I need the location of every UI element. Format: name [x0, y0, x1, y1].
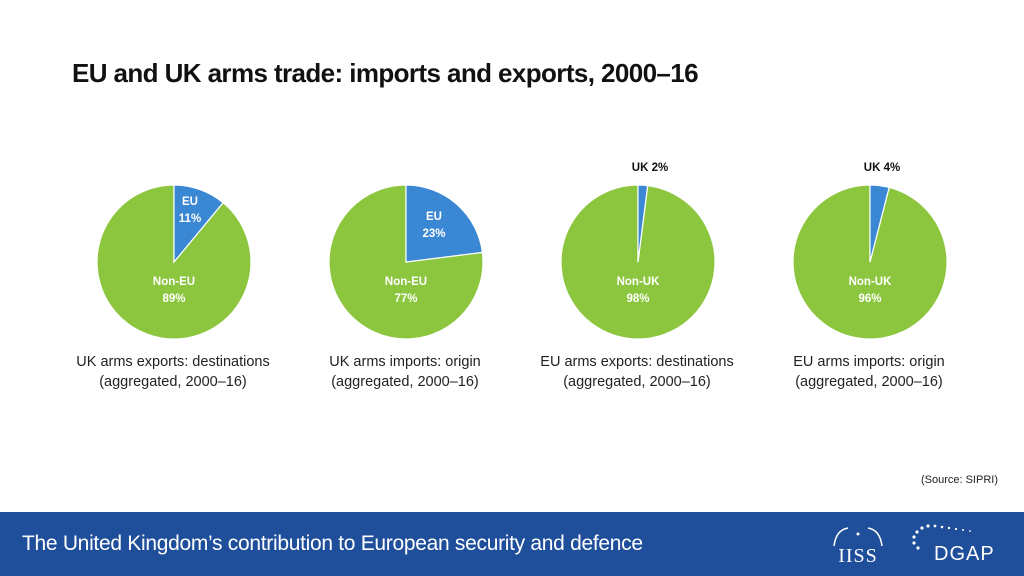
caption-1-line-1: UK arms exports: destinations	[76, 354, 270, 370]
caption-1: UK arms exports: destinations (aggregate…	[58, 352, 288, 392]
source-note: (Source: SIPRI)	[920, 474, 998, 486]
dgap-logo: DGAP	[908, 524, 1004, 568]
pie-3-label-non-uk-name: Non-UK	[617, 276, 660, 288]
caption-2-line-2: (aggregated, 2000–16)	[331, 374, 479, 390]
pie-2-label-non-eu-name: Non-EU	[385, 276, 427, 288]
pie-2-label-eu-name: EU	[426, 211, 442, 223]
iiss-logo-text: IISS	[838, 545, 878, 567]
footer-text: The United Kingdom’s contribution to Eur…	[22, 532, 643, 555]
pie-2-label-non-eu-value: 77%	[394, 293, 417, 305]
caption-2-line-1: UK arms imports: origin	[329, 354, 481, 370]
pie-1-label-non-eu-name: Non-EU	[153, 276, 195, 288]
chart-title: EU and UK arms trade: imports and export…	[72, 58, 699, 88]
pie-1-label-eu-value: 11%	[179, 213, 201, 225]
caption-3: EU arms exports: destinations (aggregate…	[522, 352, 752, 392]
caption-4: EU arms imports: origin (aggregated, 200…	[754, 352, 984, 392]
pie-4-label-non-uk-value: 96%	[858, 293, 881, 305]
pie-1-slice-eu	[173, 184, 224, 264]
caption-3-line-2: (aggregated, 2000–16)	[563, 374, 711, 390]
pie-4-slice-uk	[869, 184, 890, 263]
caption-4-line-1: EU arms imports: origin	[793, 354, 945, 370]
iiss-logo: IISS	[826, 526, 890, 568]
pie-2-slice-non-eu	[328, 184, 484, 340]
caption-1-line-2: (aggregated, 2000–16)	[99, 374, 247, 390]
pie-2-slice-eu	[405, 184, 484, 263]
pie-4-label-uk: UK 4%	[864, 162, 900, 174]
pie-3-label-uk: UK 2%	[632, 162, 668, 174]
dgap-emblem-icon	[912, 524, 971, 550]
iiss-emblem-icon	[833, 527, 883, 547]
dgap-logo-text: DGAP	[934, 543, 995, 565]
pie-3-label-non-uk-value: 98%	[626, 293, 649, 305]
footer-bar: The United Kingdom’s contribution to Eur…	[0, 512, 1024, 576]
caption-3-line-1: EU arms exports: destinations	[540, 354, 734, 370]
caption-4-line-2: (aggregated, 2000–16)	[795, 374, 943, 390]
pie-2-label-eu-value: 23%	[422, 228, 445, 240]
caption-2: UK arms imports: origin (aggregated, 200…	[290, 352, 520, 392]
pie-1-label-eu-name: EU	[182, 196, 198, 208]
pie-3-slice-uk	[637, 184, 649, 263]
pie-4-label-non-uk-name: Non-UK	[849, 276, 892, 288]
pie-1-label-non-eu-value: 89%	[162, 293, 185, 305]
